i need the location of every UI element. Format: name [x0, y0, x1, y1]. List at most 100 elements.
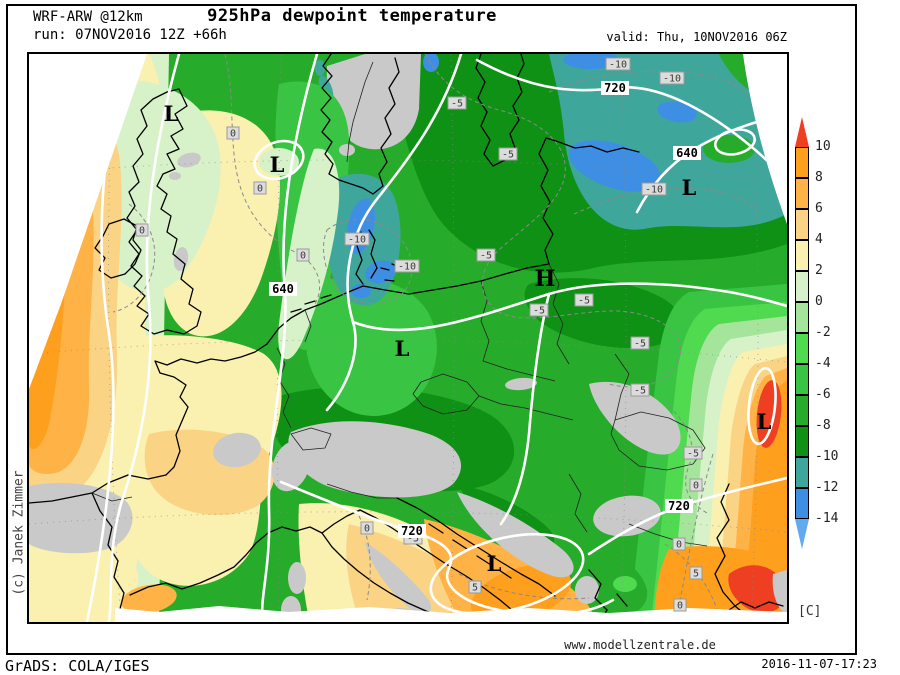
dewpoint-label-box [574, 293, 594, 307]
colorbar: 10 8 6 4 2 0 -2 -4 -6 -8 -10 -12 -14 [795, 117, 855, 549]
dewpoint-label-box [689, 566, 703, 580]
low-pressure-marker: L [682, 175, 697, 200]
weather-map: -10 -10 -10 -10 -10 -5 -5 -5 -5 -5 -5 -5 -5 -5 0 0 0 0 0 0 0… [29, 54, 787, 622]
height-contour-label: 640 [676, 146, 698, 160]
dewpoint-label-box [659, 71, 685, 85]
dewpoint-label-box [630, 336, 650, 350]
low-pressure-marker: L [487, 551, 502, 576]
map-labels: -10 -10 -10 -10 -10 -5 -5 -5 -5 -5 -5 -5 -5 -5 0 0 0 0 0 0 0… [135, 57, 772, 612]
dewpoint-label-box [296, 248, 310, 262]
colorbar-segment [795, 426, 809, 457]
colorbar-tick-label: -8 [815, 418, 831, 433]
dewpoint-label-box [476, 248, 496, 262]
dewpoint-label-box [468, 580, 482, 594]
dewpoint-contour-label: -5 [634, 386, 646, 397]
country-borders [91, 61, 708, 547]
colorbar-segment [795, 457, 809, 488]
height-label-box [665, 499, 693, 513]
colorbar-segment [795, 333, 809, 364]
dewpoint-contour-label: -5 [687, 449, 699, 460]
dewpoint-label-box [630, 383, 650, 397]
colorbar-segment [795, 364, 809, 395]
dewpoint-contour-label: -5 [407, 534, 419, 545]
colorbar-over-arrow [795, 117, 809, 147]
page-title: 925hPa dewpoint temperature [207, 6, 497, 26]
grads-stamp: GrADS: COLA/IGES [5, 657, 150, 675]
dewpoint-contour-label: -5 [533, 306, 545, 317]
low-pressure-marker: L [164, 101, 179, 126]
height-label-box [673, 146, 701, 160]
height-contour-label: 720 [668, 499, 690, 513]
dewpoint-label-box [529, 303, 549, 317]
low-pressure-marker: L [395, 336, 410, 361]
dewpoint-contour-label: -5 [451, 99, 463, 110]
dewpoint-contour-label: 0 [677, 601, 683, 612]
colorbar-segment [795, 209, 809, 240]
dewpoint-label-box [689, 478, 703, 492]
dewpoint-contour-label: -10 [398, 262, 416, 273]
colorbar-tick-label: 6 [815, 201, 823, 216]
colorbar-segment [795, 240, 809, 271]
dewpoint-contour-label: 0 [676, 540, 682, 551]
dewpoint-label-box [672, 537, 686, 551]
height-contour-label: 720 [401, 524, 423, 538]
colorbar-tick-label: 8 [815, 170, 823, 185]
dewpoint-label-box [641, 182, 667, 196]
dewpoint-contour-label: 0 [693, 481, 699, 492]
model-label: WRF-ARW @12km [33, 9, 143, 25]
valid-time-label: valid: Thu, 10NOV2016 06Z [606, 30, 787, 44]
dewpoint-contour-label: -5 [502, 150, 514, 161]
dewpoint-contour-label: 5 [693, 569, 699, 580]
dewpoint-label-box [253, 181, 267, 195]
dewpoint-label-box [360, 521, 374, 535]
dewpoint-contour-label: 0 [257, 184, 263, 195]
height-label-box [269, 282, 297, 296]
colorbar-segment [795, 395, 809, 426]
domain-cut-regions [29, 54, 787, 622]
high-pressure-marker: H [535, 266, 556, 292]
colorbar-tick-label: -12 [815, 480, 839, 495]
dewpoint-label-box [226, 126, 240, 140]
dewpoint-contour-label: -5 [578, 296, 590, 307]
height-contour-label: 720 [604, 81, 626, 95]
dewpoint-label-box [394, 259, 420, 273]
dewpoint-contour-label: 0 [364, 524, 370, 535]
colorbar-unit-label: [C] [798, 604, 822, 619]
dewpoint-contour-label: 0 [139, 226, 145, 237]
dewpoint-label-box [135, 223, 149, 237]
height-contour-label: 640 [272, 282, 294, 296]
dewpoint-contour-label: 0 [300, 251, 306, 262]
colorbar-tick-label: -14 [815, 511, 839, 526]
dewpoint-contour-label: 5 [472, 583, 478, 594]
dewpoint-contour-label: -5 [634, 339, 646, 350]
dewpoint-contour-label: -10 [645, 185, 663, 196]
credit-text: (c) Janek Zimmer [11, 470, 27, 596]
dewpoint-label-box [673, 598, 687, 612]
colorbar-tick-label: -4 [815, 356, 831, 371]
map-frame: -10 -10 -10 -10 -10 -5 -5 -5 -5 -5 -5 -5 -5 -5 0 0 0 0 0 0 0… [27, 52, 789, 624]
colorbar-segment [795, 488, 809, 519]
colorbar-segment [795, 271, 809, 302]
colorbar-tick-label: -6 [815, 387, 831, 402]
dewpoint-contour-label: -5 [480, 251, 492, 262]
low-pressure-marker: L [757, 409, 772, 434]
dewpoint-label-box [447, 96, 467, 110]
colorbar-segment [795, 147, 809, 178]
dewpoint-field [29, 54, 787, 622]
colorbar-tick-label: 10 [815, 139, 831, 154]
dewpoint-label-box [683, 446, 703, 460]
dewpoint-contour-label: -10 [663, 74, 681, 85]
height-label-box [601, 81, 629, 95]
colorbar-tick-label: -2 [815, 325, 831, 340]
colorbar-tick-label: -10 [815, 449, 839, 464]
dewpoint-contour-label: -10 [348, 235, 366, 246]
colorbar-tick-label: 0 [815, 294, 823, 309]
dewpoint-contour-label: -10 [609, 60, 627, 71]
dewpoint-label-box [498, 147, 518, 161]
colorbar-segment [795, 302, 809, 333]
colorbar-tick-label: 4 [815, 232, 823, 247]
colorbar-tick-label: 2 [815, 263, 823, 278]
low-pressure-marker: L [270, 152, 285, 177]
dewpoint-contour-label: 0 [230, 129, 236, 140]
